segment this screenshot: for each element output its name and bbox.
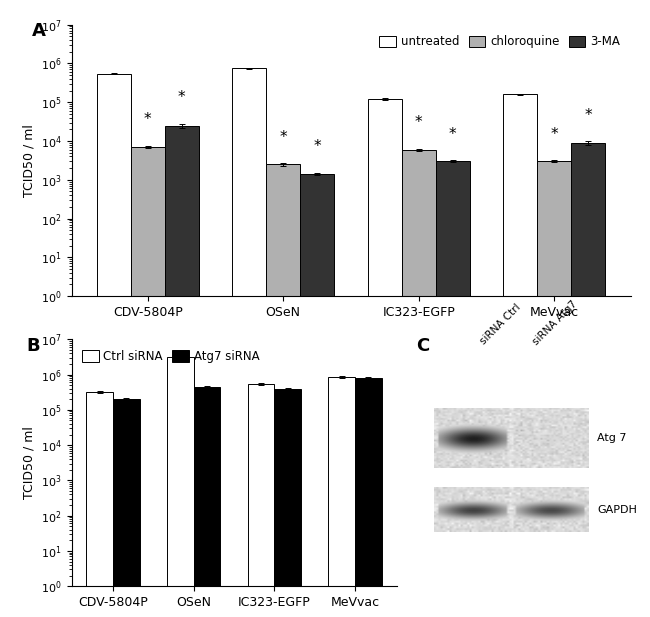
Y-axis label: TCID50 / ml: TCID50 / ml [22,426,35,499]
Text: *: * [178,90,185,105]
Bar [167,357,194,617]
Text: *: * [313,139,321,154]
Legend: Ctrl siRNA, Atg7 siRNA: Ctrl siRNA, Atg7 siRNA [77,346,264,368]
Bar [164,126,198,617]
Text: GAPDH: GAPDH [597,505,637,515]
Text: B: B [26,337,40,355]
Bar [194,387,220,617]
Text: A: A [32,22,46,40]
Text: *: * [584,108,592,123]
Bar [571,143,605,617]
Bar [131,147,164,617]
Bar [436,161,469,617]
Bar [248,384,274,617]
Bar [368,99,402,617]
Bar [86,392,113,617]
Text: *: * [448,126,456,142]
Bar [328,377,355,617]
Bar [355,378,382,617]
Bar [504,94,538,617]
Text: C: C [416,337,429,355]
Bar [274,389,301,617]
Text: *: * [280,130,287,144]
Y-axis label: TCID50 / ml: TCID50 / ml [22,124,35,197]
Legend: untreated, chloroquine, 3-MA: untreated, chloroquine, 3-MA [375,31,625,53]
Text: Atg 7: Atg 7 [597,433,627,443]
Bar [97,73,131,617]
Text: *: * [551,126,558,142]
Text: siRNA Atg7: siRNA Atg7 [531,299,579,347]
Bar [538,161,571,617]
Bar [233,68,266,617]
Bar [300,174,334,617]
Text: *: * [415,115,422,130]
Bar [402,150,436,617]
Text: *: * [144,112,151,127]
Bar [266,164,300,617]
Bar [113,399,140,617]
Text: siRNA Ctrl: siRNA Ctrl [478,302,522,347]
